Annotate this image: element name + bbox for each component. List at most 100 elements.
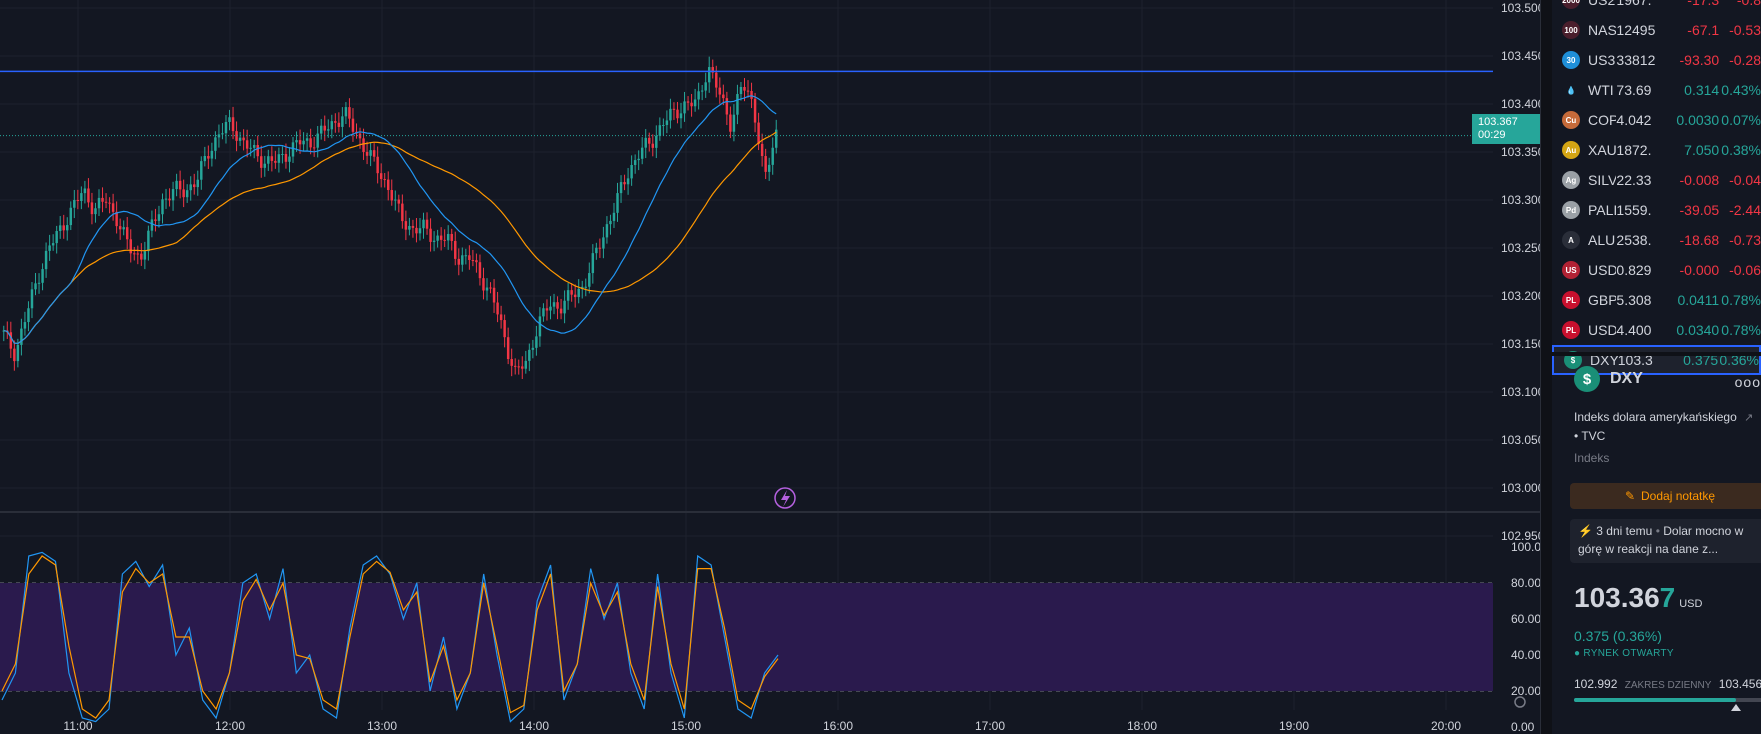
ma-fast-line bbox=[3, 95, 777, 345]
candle bbox=[602, 237, 605, 249]
candle bbox=[665, 120, 669, 125]
watchlist-row-xau[interactable]: Au XAU 1872. 7.050 0.38% bbox=[1552, 135, 1761, 165]
external-link-icon[interactable]: ↗ bbox=[1744, 412, 1754, 424]
add-note-label: Dodaj notatkę bbox=[1641, 489, 1716, 503]
candle bbox=[387, 179, 390, 191]
candle bbox=[482, 278, 485, 291]
watchlist-change: -17.3 bbox=[1687, 0, 1720, 8]
candle bbox=[436, 235, 439, 241]
candle bbox=[707, 67, 711, 83]
candle bbox=[327, 129, 330, 131]
candle bbox=[531, 347, 535, 350]
candle bbox=[182, 189, 185, 198]
watchlist-change: 0.375 bbox=[1683, 352, 1719, 368]
settings-icon[interactable] bbox=[1514, 696, 1526, 708]
candle bbox=[686, 101, 690, 103]
more-options-icon[interactable]: ooo bbox=[1734, 374, 1761, 390]
panel-splitter[interactable] bbox=[1540, 0, 1552, 734]
price-tick: 103.300 bbox=[1501, 193, 1540, 207]
candle bbox=[394, 199, 397, 201]
daily-range: 102.992 ZAKRES DZIENNY 103.456 bbox=[1574, 677, 1761, 691]
detail-header[interactable]: $ DXY bbox=[1574, 366, 1643, 392]
symbol-logo-icon: US bbox=[1562, 261, 1580, 279]
news-item[interactable]: ⚡ 3 dni temu • Dolar mocno w górę w reak… bbox=[1570, 519, 1761, 563]
watchlist-change: -18.68 bbox=[1679, 232, 1720, 248]
chart-area[interactable]: 103.500 103.450 103.400 103.350 103.300 103.2… bbox=[0, 0, 1540, 734]
candle bbox=[111, 203, 115, 212]
candle bbox=[715, 72, 718, 88]
time-tick: 14:00 bbox=[519, 719, 549, 733]
candle bbox=[542, 308, 545, 317]
range-bar bbox=[1574, 698, 1761, 702]
candle bbox=[626, 178, 630, 185]
price-main: 103.36 bbox=[1574, 582, 1660, 613]
watchlist-change: 0.0340 bbox=[1676, 322, 1720, 338]
time-tick: 12:00 bbox=[215, 719, 245, 733]
watchlist-row-alu[interactable]: A ALU 2538. -18.68 -0.73 bbox=[1552, 225, 1761, 255]
candle bbox=[404, 221, 408, 230]
candle bbox=[605, 224, 609, 238]
symbol-logo-icon: 100 bbox=[1562, 21, 1580, 39]
candle bbox=[164, 198, 168, 200]
watchlist-row-pali[interactable]: Pd PALI 1559. -39.05 -2.44 bbox=[1552, 195, 1761, 225]
watchlist-pct: 0.78% bbox=[1721, 292, 1761, 308]
news-text: Dolar mocno w górę w reakcji na dane z..… bbox=[1578, 524, 1744, 556]
candle bbox=[461, 255, 464, 265]
candle bbox=[432, 240, 436, 242]
candle bbox=[242, 137, 245, 141]
watchlist-row-usd[interactable]: PL USD 4.400 0.0340 0.78% bbox=[1552, 315, 1761, 345]
watchlist-symbol: USD bbox=[1588, 262, 1617, 278]
range-marker bbox=[1731, 704, 1741, 711]
candle bbox=[189, 184, 192, 191]
watchlist-row-usd[interactable]: US USD 0.829 -0.000 -0.06 bbox=[1552, 255, 1761, 285]
watchlist-row-dxy[interactable]: $ DXY 103.3 0.375 0.36% bbox=[1552, 345, 1761, 375]
lightning-icon[interactable] bbox=[774, 487, 796, 509]
watchlist-row-us2[interactable]: 2000 US2 1967. -17.3 -0.8 bbox=[1552, 0, 1761, 15]
lightning-icon: ⚡ bbox=[1578, 524, 1593, 538]
candle bbox=[718, 87, 722, 95]
watchlist-row-us3[interactable]: 30 US3 33812 -93.30 -0.28 bbox=[1552, 45, 1761, 75]
watchlist-last: 73.69 bbox=[1616, 82, 1652, 98]
watchlist-symbol: USD bbox=[1588, 322, 1617, 338]
candle bbox=[454, 240, 457, 259]
candle bbox=[457, 258, 461, 265]
candle bbox=[62, 225, 65, 231]
candle bbox=[690, 102, 693, 107]
candle bbox=[365, 151, 369, 156]
watchlist-change: -0.000 bbox=[1679, 262, 1720, 278]
range-bar-fill bbox=[1574, 698, 1736, 702]
candle bbox=[771, 147, 774, 165]
symbol-logo-icon: PL bbox=[1562, 321, 1580, 339]
candle bbox=[73, 199, 76, 208]
detail-name[interactable]: Indeks dolara amerykańskiego ↗ bbox=[1574, 410, 1753, 424]
candle bbox=[464, 255, 468, 257]
candle bbox=[221, 133, 224, 135]
candle bbox=[115, 211, 118, 227]
news-time: 3 dni temu bbox=[1596, 524, 1653, 538]
candle bbox=[291, 142, 295, 157]
watchlist-row-nas[interactable]: 100 NAS 12495 -67.1 -0.53 bbox=[1552, 15, 1761, 45]
candle bbox=[704, 82, 707, 91]
candle bbox=[570, 290, 573, 295]
watchlist-row-gbp[interactable]: PL GBP 5.308 0.0411 0.78% bbox=[1552, 285, 1761, 315]
symbol-logo-icon: A bbox=[1562, 231, 1580, 249]
add-note-button[interactable]: ✎ Dodaj notatkę bbox=[1570, 483, 1761, 509]
price-tick: 103.150 bbox=[1501, 337, 1540, 351]
watchlist-row-wti[interactable]: 💧 WTI 73.69 0.314 0.43% bbox=[1552, 75, 1761, 105]
candle bbox=[746, 90, 750, 92]
symbol-logo-icon: Au bbox=[1562, 141, 1580, 159]
candle bbox=[34, 283, 37, 290]
stoch-tick: 100.00 bbox=[1511, 540, 1540, 554]
candle bbox=[267, 156, 270, 164]
watchlist-pct: -2.44 bbox=[1729, 202, 1761, 218]
watchlist-row-cop[interactable]: Cu COP 4.042 0.0030 0.07% bbox=[1552, 105, 1761, 135]
candle bbox=[157, 214, 161, 221]
price-chart[interactable]: 103.500 103.450 103.400 103.350 103.300 103.2… bbox=[0, 0, 1540, 734]
watchlist-row-silv[interactable]: Ag SILV 22.33 -0.008 -0.04 bbox=[1552, 165, 1761, 195]
watchlist-last: 1559. bbox=[1616, 202, 1652, 218]
candle bbox=[260, 156, 263, 168]
watchlist-change: -0.008 bbox=[1679, 172, 1720, 188]
candle bbox=[669, 108, 672, 121]
candle bbox=[210, 150, 214, 159]
watchlist-pct: 0.36% bbox=[1719, 352, 1760, 368]
